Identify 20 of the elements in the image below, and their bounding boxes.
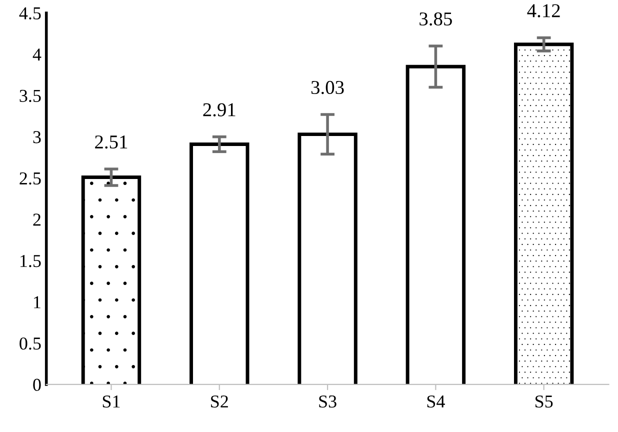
x-tick-label: S4 [427,395,445,408]
y-tick-label: 3.5 [20,90,41,102]
data-label: 3.03 [311,80,344,94]
x-tick-label: S1 [102,395,120,408]
y-tick-label: 1 [34,296,40,308]
y-tick-label: 2 [33,214,40,226]
y-tick-label: 0.5 [20,337,41,350]
y-tick-label: 3 [33,131,41,144]
x-tick-label: S5 [536,395,553,408]
y-tick-label: 2.5 [20,172,41,185]
y-tick-label: 0 [33,378,41,391]
data-label: 2.51 [95,135,128,149]
x-tick-label: S2 [211,395,228,408]
data-label: 2.91 [203,103,236,116]
x-tick-label: S3 [319,395,336,408]
data-label: 3.85 [420,12,452,26]
y-tick-label: 4.5 [19,7,41,20]
y-tick-label: 1.5 [20,254,41,268]
y-tick-label: 4 [32,48,42,61]
data-label: 4.12 [527,4,560,18]
